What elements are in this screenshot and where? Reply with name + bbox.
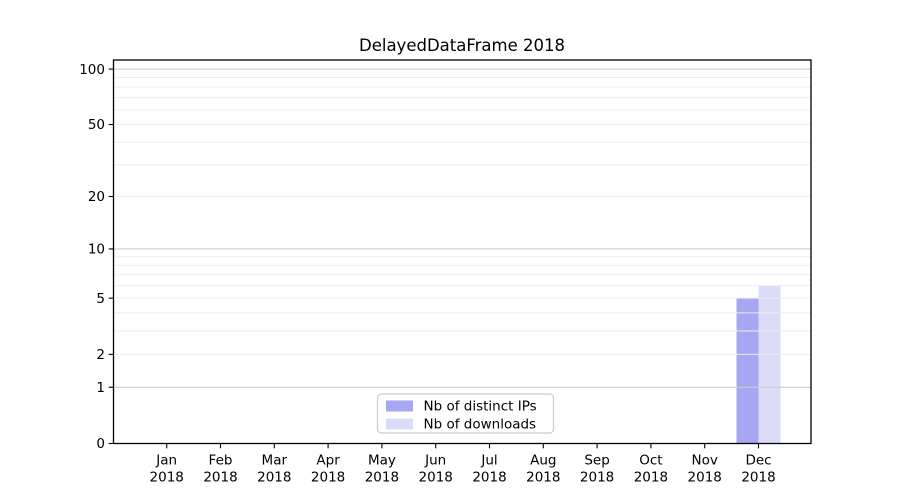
x-tick-label-year: 2018	[257, 470, 291, 486]
x-tick-label-month: May	[368, 453, 396, 469]
chart-title: DelayedDataFrame 2018	[359, 36, 565, 55]
legend-swatch-nb-of-downloads	[386, 418, 413, 430]
x-tick-label-year: 2018	[472, 470, 506, 486]
y-tick-label: 1	[96, 380, 105, 396]
x-tick-label-year: 2018	[634, 470, 668, 486]
x-tick-label-month: Dec	[745, 453, 771, 469]
bar-nb-of-downloads-dec-2018	[758, 285, 781, 444]
x-tick-label-year: 2018	[741, 470, 775, 486]
x-tick-label-month: Aug	[530, 453, 556, 469]
y-tick-label: 2	[96, 347, 105, 363]
y-tick-label: 100	[79, 62, 105, 78]
plot-area: 0125102050100Jan2018Feb2018Mar2018Apr201…	[79, 59, 812, 486]
x-tick-label-month: Apr	[316, 453, 340, 469]
axes-spines	[112, 59, 812, 445]
x-tick-label-month: Jul	[480, 453, 497, 469]
legend-label-nb-of-downloads: Nb of downloads	[424, 417, 537, 433]
x-tick-label-month: Jun	[424, 453, 446, 469]
x-tick-label-year: 2018	[150, 470, 184, 486]
x-tick-label-year: 2018	[419, 470, 453, 486]
y-tick-label: 50	[88, 117, 105, 133]
x-tick-label-year: 2018	[365, 470, 399, 486]
bar-nb-of-distinct-ips-dec-2018	[736, 298, 759, 444]
x-tick-label-year: 2018	[311, 470, 345, 486]
x-tick-label-year: 2018	[203, 470, 237, 486]
x-tick-label-month: Feb	[209, 453, 233, 469]
legend-label-nb-of-distinct-ips: Nb of distinct IPs	[424, 399, 537, 415]
legend-swatch-nb-of-distinct-ips	[386, 400, 413, 412]
x-tick-label-month: Mar	[262, 453, 288, 469]
x-tick-label-year: 2018	[526, 470, 560, 486]
y-tick-label: 0	[96, 436, 105, 452]
y-tick-label: 5	[96, 291, 105, 307]
x-tick-label-month: Jan	[155, 453, 177, 469]
x-tick-label-year: 2018	[688, 470, 722, 486]
x-tick-label-month: Oct	[639, 453, 662, 469]
legend-box	[376, 393, 555, 434]
y-tick-label: 10	[88, 242, 105, 258]
x-tick-label-month: Sep	[584, 453, 609, 469]
x-tick-label-month: Nov	[692, 453, 718, 469]
x-tick-label-year: 2018	[580, 470, 614, 486]
y-tick-label: 20	[88, 189, 105, 205]
